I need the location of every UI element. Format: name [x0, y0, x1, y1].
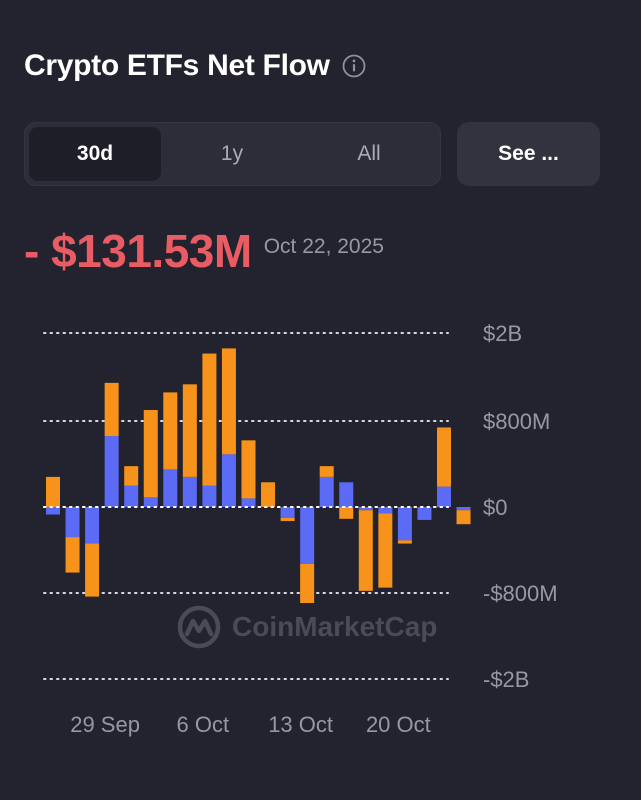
tab-30d[interactable]: 30d — [29, 127, 161, 181]
bar-orange — [124, 466, 139, 486]
bar-blue — [437, 486, 451, 507]
bar-blue — [221, 454, 236, 507]
bar-orange — [319, 466, 334, 477]
bar-blue — [143, 497, 158, 507]
bar-orange — [163, 392, 178, 470]
watermark-text: CoinMarketCap — [232, 611, 438, 642]
watermark: CoinMarketCap — [176, 604, 437, 650]
y-tick-label: $800M — [483, 409, 550, 434]
bar-blue — [456, 507, 471, 511]
bar-blue — [300, 507, 315, 564]
bar-blue — [85, 507, 100, 544]
y-tick-label: -$800M — [483, 581, 558, 606]
headline: - $131.53M Oct 22, 2025 — [24, 224, 384, 278]
bar-orange — [221, 348, 236, 455]
y-tick-label: $2B — [483, 321, 522, 346]
bar-orange — [241, 440, 256, 499]
bar-orange — [456, 510, 471, 525]
bar-orange — [261, 482, 276, 507]
tab-1y[interactable]: 1y — [220, 142, 244, 165]
coinmarketcap-logo-icon — [177, 605, 221, 649]
bar-blue — [46, 507, 60, 515]
bar-orange — [104, 382, 119, 437]
see-more-button[interactable]: See ... — [457, 122, 600, 186]
bar-orange — [339, 507, 354, 519]
bar-orange — [437, 427, 451, 487]
bar-blue — [397, 507, 412, 541]
net-flow-value: - $131.53M — [24, 225, 252, 277]
bar-orange — [182, 384, 197, 477]
bar-orange — [397, 540, 412, 544]
bar-orange — [65, 537, 80, 573]
bar-blue — [104, 436, 119, 507]
tab-all[interactable]: All — [357, 142, 381, 165]
bar-orange — [143, 410, 158, 498]
bar-blue — [182, 476, 197, 507]
bar-orange — [358, 510, 373, 591]
bar-orange — [300, 563, 315, 604]
title-row: Crypto ETFs Net Flow — [24, 46, 366, 86]
bar-blue — [241, 498, 256, 507]
bar-orange — [280, 517, 295, 521]
bar-blue — [378, 507, 393, 514]
x-tick-label: 29 Sep — [70, 712, 140, 737]
bar-blue — [202, 485, 217, 507]
page-title: Crypto ETFs Net Flow — [24, 49, 330, 82]
info-circle-icon[interactable] — [342, 54, 366, 78]
bar-blue — [339, 482, 354, 507]
bar-blue — [417, 507, 432, 520]
bar-blue — [358, 507, 373, 511]
bar-blue — [280, 507, 295, 518]
bar-orange — [202, 353, 217, 486]
bar-blue — [124, 485, 139, 507]
bar-orange — [378, 513, 393, 588]
x-tick-label: 20 Oct — [366, 712, 431, 737]
time-range-selector: 30d 1y All — [24, 122, 441, 186]
x-tick-label: 13 Oct — [268, 712, 333, 737]
bar-blue — [65, 507, 80, 538]
bar-blue — [163, 469, 178, 507]
bar-blue — [319, 476, 334, 507]
net-flow-chart[interactable]: $2B $800M $0 -$800M -$2B 29 Sep 6 Oct 13 Oct 20 … — [0, 300, 641, 750]
y-tick-label: -$2B — [483, 667, 529, 692]
y-tick-label: $0 — [483, 495, 507, 520]
bar-orange — [85, 543, 100, 597]
bar-orange — [46, 476, 60, 507]
net-flow-date: Oct 22, 2025 — [263, 235, 384, 258]
x-tick-label: 6 Oct — [177, 712, 230, 737]
